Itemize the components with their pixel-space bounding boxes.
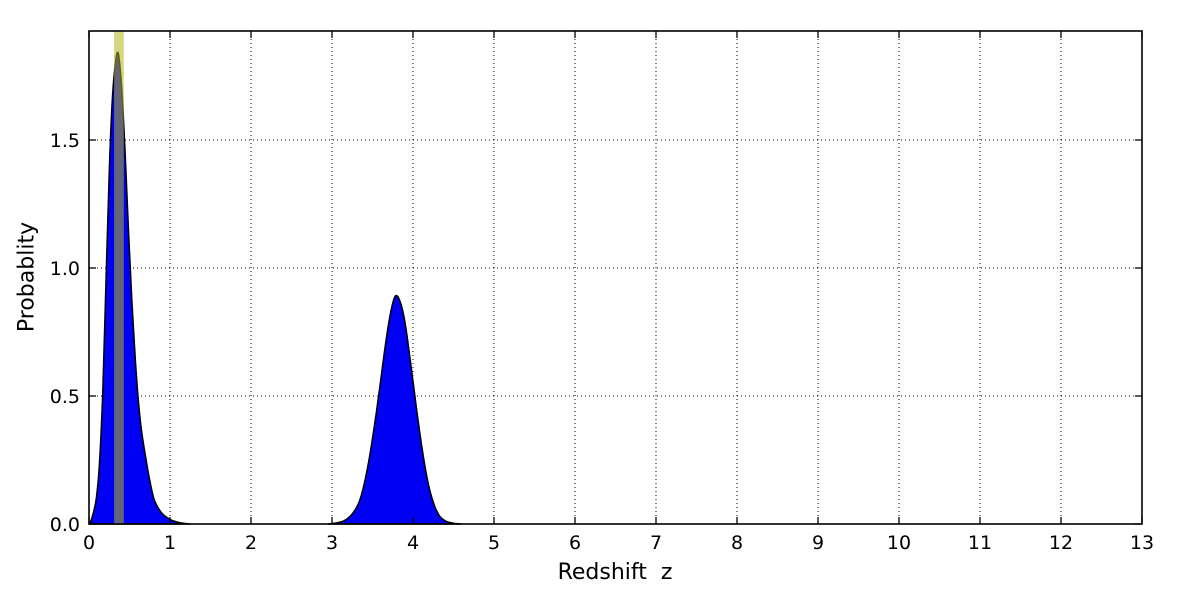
x-tick-label: 8 <box>731 532 743 554</box>
x-tick-label: 13 <box>1130 532 1154 554</box>
y-axis-label: Probablity <box>14 221 40 333</box>
x-tick-label: 9 <box>812 532 824 554</box>
x-axis-label: Redshift z <box>557 560 673 585</box>
highlight-band <box>114 31 124 524</box>
x-tick-label: 6 <box>569 532 581 554</box>
x-tick-label: 7 <box>650 532 662 554</box>
y-tick-label: 0.0 <box>50 514 80 536</box>
x-tick-label: 0 <box>83 532 95 554</box>
x-tick-label: 3 <box>326 532 338 554</box>
y-tick-label: 1.5 <box>50 130 80 152</box>
x-tick-label: 5 <box>488 532 500 554</box>
x-tick-label: 1 <box>164 532 176 554</box>
y-tick-label: 1.0 <box>50 258 80 280</box>
x-tick-label: 10 <box>887 532 911 554</box>
pdf-area-pdf-peak-high-z <box>327 294 463 525</box>
pdf-area-pdf-peak-low-z <box>89 51 192 525</box>
y-tick-label: 0.5 <box>50 386 80 408</box>
x-tick-label: 4 <box>407 532 419 554</box>
x-tick-label: 2 <box>245 532 257 554</box>
x-tick-label: 12 <box>1049 532 1073 554</box>
x-tick-label: 11 <box>968 532 992 554</box>
axes-border <box>88 30 1143 525</box>
